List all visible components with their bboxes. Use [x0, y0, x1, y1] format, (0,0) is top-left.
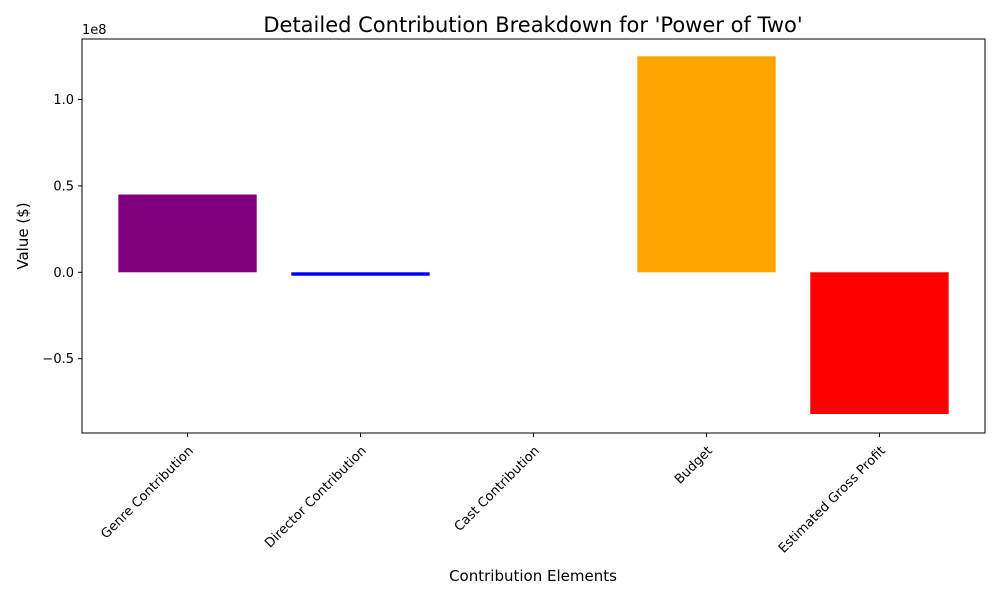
x-tick-label: Director Contribution: [262, 444, 370, 552]
x-tick-label: Genre Contribution: [98, 444, 196, 542]
bar-estimated-gross-profit: [810, 272, 949, 414]
y-offset-label: 1e8: [82, 23, 107, 38]
x-tick-label: Cast Contribution: [452, 444, 543, 535]
bar-budget: [637, 56, 776, 273]
bar-genre-contribution: [118, 194, 257, 273]
x-tick-label: Budget: [672, 444, 716, 488]
y-tick-label: −0.5: [42, 352, 74, 367]
bar-director-contribution: [291, 272, 430, 276]
y-tick-label: 0.5: [53, 179, 74, 194]
y-tick-label: 0.0: [53, 266, 74, 281]
x-axis-ticks: Genre Contribution Director Contribution C…: [98, 433, 889, 557]
bars-group: [118, 56, 949, 414]
y-axis-ticks: −0.5 0.0 0.5 1.0: [42, 93, 82, 367]
chart-title: Detailed Contribution Breakdown for 'Pow…: [263, 13, 802, 37]
x-tick-label: Estimated Gross Profit: [776, 444, 889, 557]
y-tick-label: 1.0: [53, 93, 74, 108]
x-axis-label: Contribution Elements: [449, 567, 617, 585]
y-axis-label: Value ($): [14, 202, 32, 269]
